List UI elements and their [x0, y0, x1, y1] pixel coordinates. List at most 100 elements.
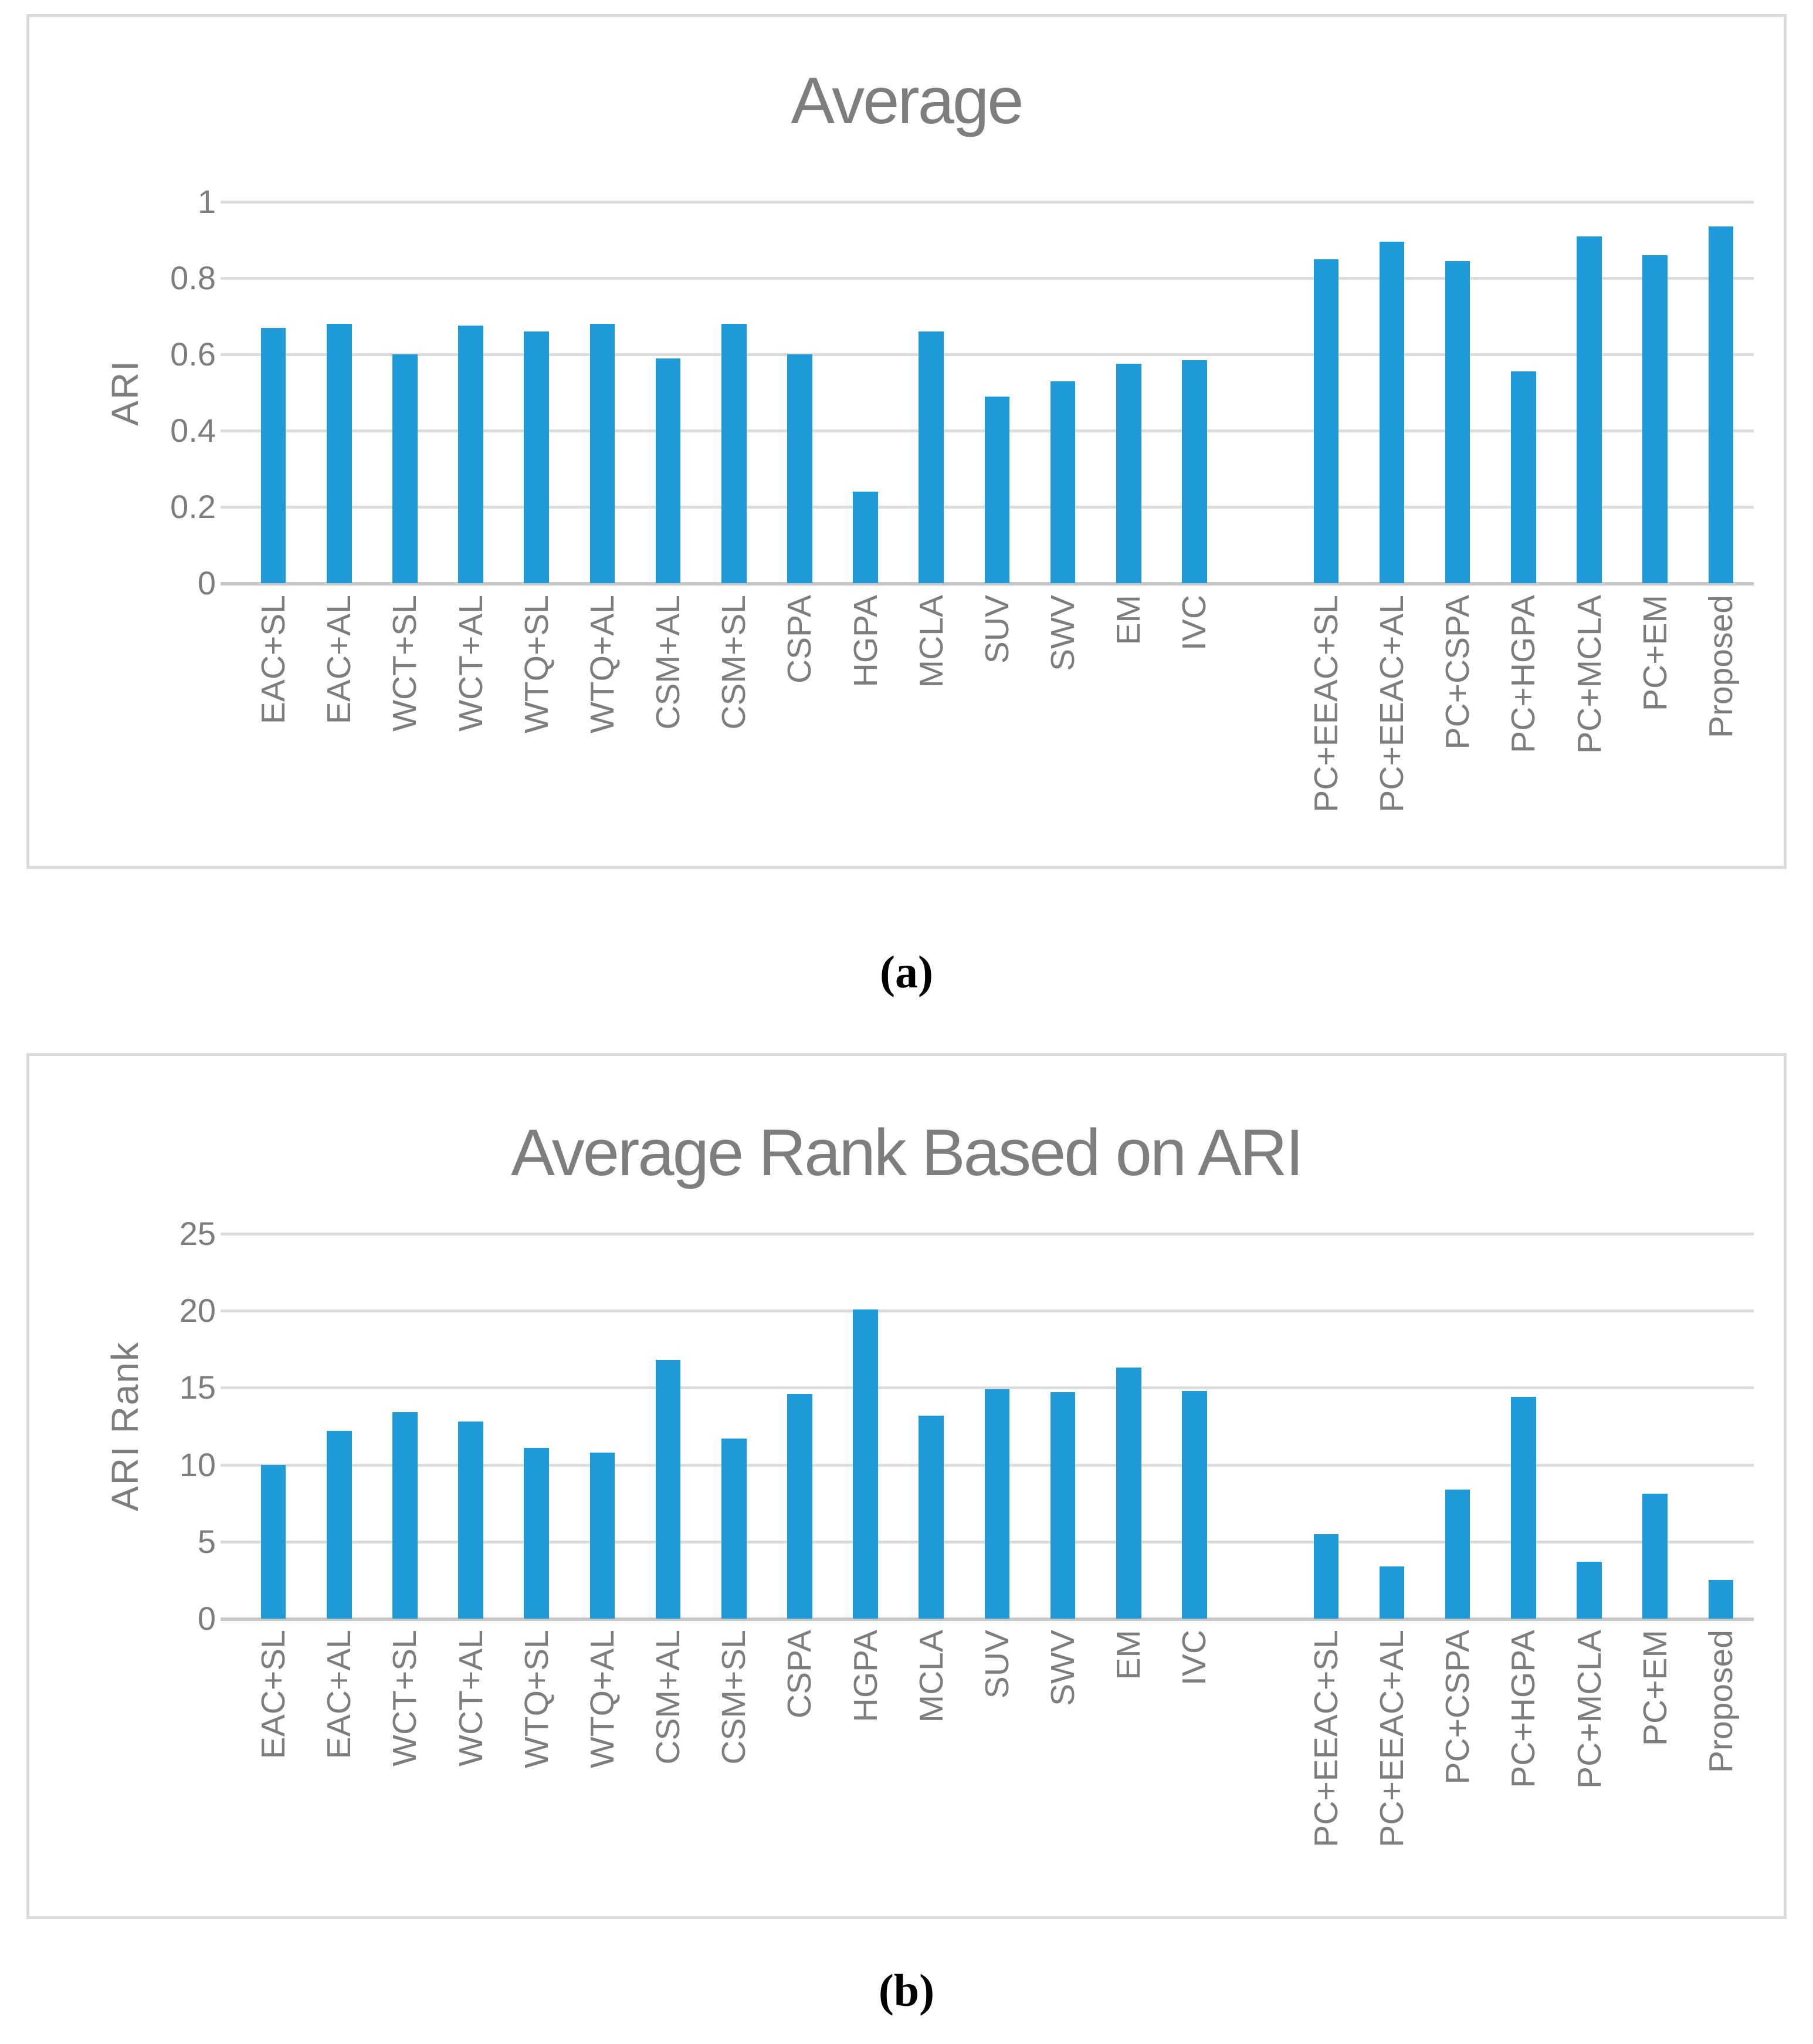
category-label-cell-PC+EM: PC+EM: [1622, 1630, 1688, 1926]
bar-slot-WCT+AL: [438, 202, 504, 583]
bar-slot-PC+CSPA: [1425, 202, 1490, 583]
bar-MCLA: [919, 1415, 944, 1619]
bar-PC+MCLA: [1577, 1561, 1602, 1619]
category-label-CSPA: CSPA: [781, 595, 819, 683]
bar-slot-PC+MCLA: [1556, 202, 1622, 583]
bar-slot-PC+HGPA: [1490, 202, 1556, 583]
category-label-PC+HGPA: PC+HGPA: [1504, 595, 1543, 753]
bar-slot-CSPA: [767, 202, 832, 583]
category-label-CSM+AL: CSM+AL: [649, 595, 687, 730]
category-label-cell-CSM+AL: CSM+AL: [635, 595, 701, 862]
bar-slot-CSM+AL: [635, 202, 701, 583]
category-label-HGPA: HGPA: [846, 595, 885, 688]
category-label-WTQ+AL: WTQ+AL: [583, 595, 621, 733]
bar-slot-SUV: [964, 1234, 1030, 1619]
category-label-cell-PC+EEAC+SL: PC+EEAC+SL: [1293, 595, 1359, 862]
bar-PC+HGPA: [1511, 1397, 1536, 1619]
bar-slot-SWV: [1030, 202, 1096, 583]
bar-EAC+SL: [260, 1464, 286, 1619]
bar-CSM+SL: [721, 324, 747, 583]
bar-WCT+SL: [392, 354, 418, 583]
bar-slot-PC+CSPA: [1425, 1234, 1490, 1619]
bar-PC+EEAC+AL: [1379, 242, 1405, 583]
bar-PC+EEAC+SL: [1313, 259, 1339, 583]
bar-slot-MCLA: [899, 202, 964, 583]
category-label-cell-WCT+SL: WCT+SL: [372, 1630, 438, 1926]
bar-IVC: [1182, 360, 1207, 583]
category-label-cell-MCLA: MCLA: [899, 595, 964, 862]
category-label-EAC+AL: EAC+AL: [320, 1630, 358, 1759]
category-label-PC+CSPA: PC+CSPA: [1439, 595, 1477, 750]
category-label-WTQ+SL: WTQ+SL: [517, 595, 555, 733]
category-label-SWV: SWV: [1044, 595, 1082, 671]
bar-slot-CSM+AL: [635, 1234, 701, 1619]
gridline-0.8: [221, 277, 1754, 280]
bar-EM: [1116, 364, 1141, 583]
category-label-cell-PC+EEAC+SL: PC+EEAC+SL: [1293, 1630, 1359, 1926]
bar-SWV: [1050, 1392, 1076, 1619]
bar-PC+MCLA: [1577, 236, 1602, 583]
bar-SUV: [984, 1389, 1010, 1619]
bar-SUV: [984, 396, 1010, 583]
bar-MCLA: [919, 331, 944, 583]
bar-Proposed: [1708, 226, 1734, 583]
category-label-cell-IVC: IVC: [1161, 1630, 1227, 1926]
category-label-SUV: SUV: [978, 595, 1016, 664]
category-label-cell-SWV: SWV: [1030, 595, 1096, 862]
category-label-WCT+AL: WCT+AL: [452, 595, 490, 732]
gridline-0.6: [221, 353, 1754, 356]
category-label-cell-PC+HGPA: PC+HGPA: [1490, 595, 1556, 862]
bar-CSPA: [787, 1393, 812, 1619]
bar-EAC+AL: [326, 324, 352, 583]
y-tick-label-25: 25: [179, 1215, 216, 1252]
category-label-cell-Proposed: Proposed: [1688, 1630, 1754, 1926]
chart-panel-average: Average ARI 1 0.8 0.6 0.4 0.2 0 EAC+SL EAC+AL W…: [26, 14, 1787, 869]
category-label-SUV: SUV: [978, 1630, 1016, 1699]
bar-slot-CSPA: [767, 1234, 832, 1619]
bar-CSM+AL: [655, 358, 681, 583]
category-label-cell-PC+MCLA: PC+MCLA: [1556, 595, 1622, 862]
bar-slot-PC+EEAC+SL: [1293, 202, 1359, 583]
bar-slot-HGPA: [833, 1234, 899, 1619]
bar-HGPA: [853, 492, 878, 583]
bar-slot-WCT+AL: [438, 1234, 504, 1619]
category-label-cell-CSPA: CSPA: [767, 1630, 832, 1926]
category-label-cell-CSPA: CSPA: [767, 595, 832, 862]
category-label-PC+EEAC+SL: PC+EEAC+SL: [1307, 1630, 1345, 1847]
bar-WTQ+AL: [589, 1452, 615, 1619]
plot-area-average: [221, 201, 1754, 586]
y-tick-label-0.2: 0.2: [170, 488, 216, 525]
panel-label-b: (b): [878, 1965, 935, 2016]
x-axis-category-labels: EAC+SL EAC+AL WCT+SL WCT+AL WTQ+SL WTQ+AL CSM+…: [240, 595, 1754, 862]
category-label-WCT+SL: WCT+SL: [386, 1630, 424, 1766]
bar-EAC+AL: [326, 1430, 352, 1619]
category-label-cell-SWV: SWV: [1030, 1630, 1096, 1926]
bar-WTQ+SL: [524, 331, 550, 583]
y-tick-label-15: 15: [179, 1369, 216, 1406]
category-label-cell-PC+EEAC+AL: PC+EEAC+AL: [1359, 595, 1425, 862]
bar-slot-PC+MCLA: [1556, 1234, 1622, 1619]
y-tick-label-0.8: 0.8: [170, 259, 216, 296]
category-label-EAC+SL: EAC+SL: [255, 1630, 293, 1759]
bar-slot-WTQ+AL: [570, 202, 635, 583]
panel-label-a: (a): [880, 946, 933, 997]
category-label-cell-WTQ+SL: WTQ+SL: [504, 1630, 570, 1926]
bar-slot-PC+EEAC+AL: [1359, 1234, 1425, 1619]
bar-slot-WTQ+AL: [570, 1234, 635, 1619]
category-label-EAC+SL: EAC+SL: [255, 595, 293, 725]
bar-WTQ+SL: [524, 1447, 550, 1619]
group-gap: [1228, 1630, 1293, 1926]
category-label-cell-MCLA: MCLA: [899, 1630, 964, 1926]
bar-slot-WTQ+SL: [504, 202, 570, 583]
bar-EM: [1116, 1368, 1141, 1619]
bar-PC+EM: [1642, 255, 1668, 583]
category-label-WCT+SL: WCT+SL: [386, 595, 424, 732]
category-label-cell-WCT+AL: WCT+AL: [438, 1630, 504, 1926]
x-axis-line: [221, 1617, 1754, 1621]
category-label-cell-SUV: SUV: [964, 1630, 1030, 1926]
bar-Proposed: [1708, 1580, 1734, 1619]
plot-area-average-rank: [221, 1233, 1754, 1621]
category-label-cell-PC+EM: PC+EM: [1622, 595, 1688, 862]
category-label-cell-EAC+SL: EAC+SL: [240, 595, 306, 862]
bar-slot-EAC+AL: [306, 1234, 372, 1619]
